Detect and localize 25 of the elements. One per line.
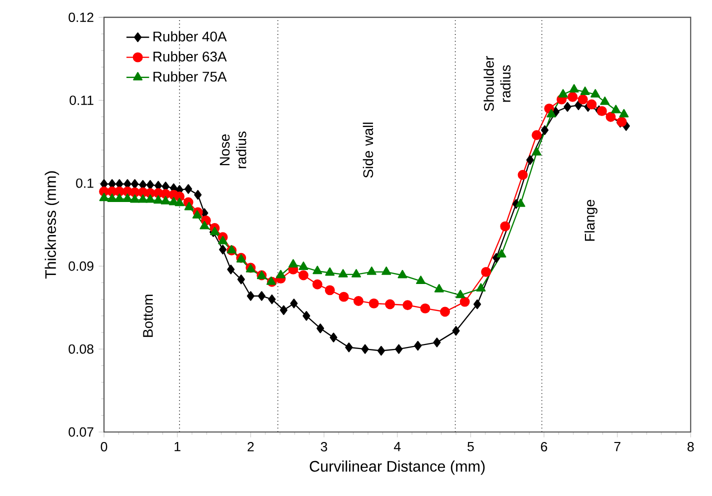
x-tick-label: 7 — [614, 442, 620, 452]
y-tick-label: 0.1 — [76, 178, 94, 188]
annotation: Side wall — [362, 122, 374, 178]
legend-label: Rubber 40A — [154, 31, 227, 42]
x-tick-label: 8 — [688, 442, 694, 452]
annotation: Shoulder radius — [484, 56, 510, 111]
x-tick-label: 4 — [394, 442, 401, 452]
x-axis-title: Curvilinear Distance (mm) — [310, 460, 485, 475]
legend-label: Rubber 63A — [154, 51, 227, 62]
annotation: Nose radius — [220, 132, 246, 168]
y-tick-label: 0.12 — [68, 12, 94, 22]
annotation: Flange — [584, 200, 598, 241]
x-tick-label: 0 — [100, 442, 108, 452]
y-tick-label: 0.07 — [68, 427, 94, 437]
x-tick-label: 3 — [320, 442, 328, 452]
x-tick-label: 1 — [174, 442, 180, 452]
x-tick-label: 5 — [468, 442, 474, 452]
y-tick-label: 0.09 — [68, 261, 94, 271]
x-tick-label: 6 — [540, 442, 548, 452]
y-tick-label: 0.08 — [68, 344, 94, 354]
annotation: Bottom — [143, 294, 153, 337]
y-axis-title: Thickness (mm) — [44, 171, 60, 279]
y-tick-label: 0.11 — [70, 96, 94, 105]
legend-label: Rubber 75A — [154, 71, 227, 82]
x-tick-label: 2 — [248, 442, 254, 452]
